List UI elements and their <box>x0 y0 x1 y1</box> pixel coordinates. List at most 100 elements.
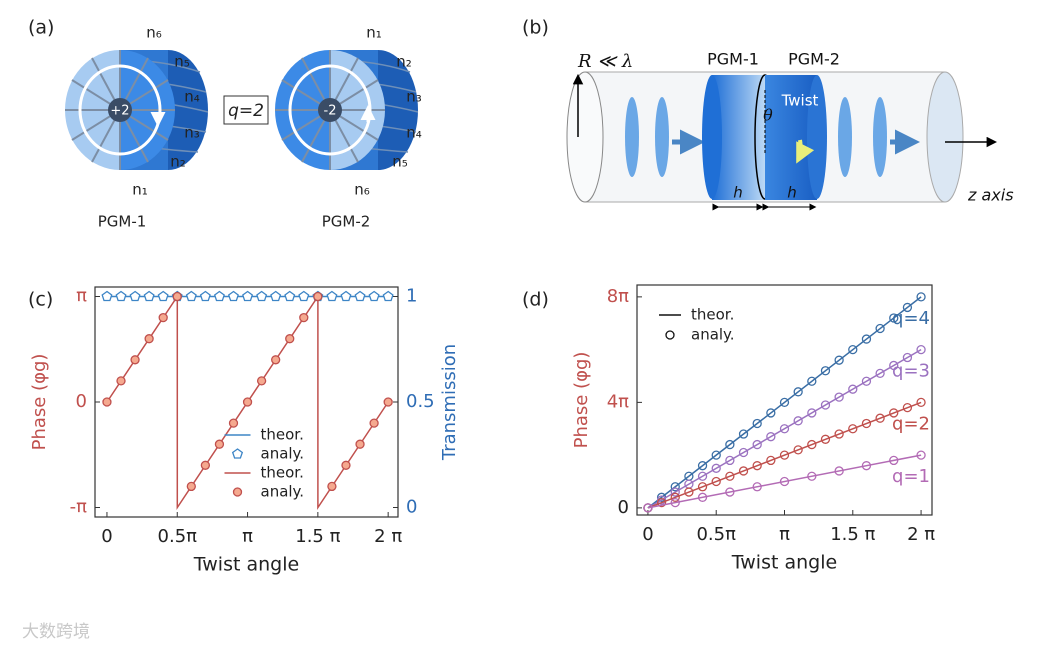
thickness-label: h <box>733 184 743 202</box>
marker <box>793 445 803 455</box>
index-label: n₂ <box>396 53 412 71</box>
marker <box>752 418 762 429</box>
theory-line <box>647 454 922 509</box>
index-label: n₃ <box>406 88 422 106</box>
waveguide <box>566 71 998 211</box>
index-label: n₅ <box>174 53 190 71</box>
index-label: n₁ <box>366 24 382 42</box>
marker <box>172 291 182 302</box>
marker <box>711 463 721 473</box>
charge: -2 <box>324 104 337 119</box>
marker <box>848 424 858 434</box>
marker <box>382 290 394 302</box>
marker <box>725 487 735 497</box>
marker <box>684 487 694 497</box>
chart: 0 0.5π π 1.5 π 2 π -π 0 π 0 0.5 1 Twist angle Phase … <box>29 285 460 575</box>
marker <box>299 312 309 323</box>
marker <box>766 455 776 466</box>
index-label: n₆ <box>146 24 162 42</box>
marker <box>916 450 926 460</box>
marker <box>271 355 281 365</box>
y-tick-label: 8π <box>607 286 629 307</box>
legend-label: analy. <box>261 483 305 501</box>
x-tick-label: 2 π <box>374 526 402 547</box>
x-tick-label: 1.5 π <box>295 526 340 547</box>
marker <box>889 313 899 323</box>
charts: 0 0.5π π 1.5 π 2 π -π 0 π 0 0.5 1 Twist angle Phase … <box>29 284 935 576</box>
series-label: q=4 <box>892 308 930 329</box>
marker <box>697 461 708 471</box>
series-label: q=1 <box>892 466 930 487</box>
marker <box>738 429 749 439</box>
marker <box>284 290 296 302</box>
index-label: n₆ <box>354 181 370 199</box>
pgm-label: PGM-1 <box>98 213 147 231</box>
marker <box>102 397 112 407</box>
legend-label: analy. <box>691 326 735 344</box>
marker <box>711 476 721 487</box>
marker <box>807 376 817 386</box>
marker <box>820 366 831 376</box>
legend-label: analy. <box>261 445 305 463</box>
marker <box>793 387 803 397</box>
y-tick-label: π <box>76 285 87 306</box>
center <box>108 98 132 122</box>
marker <box>143 290 155 302</box>
marker <box>779 397 790 408</box>
watermark: 大数跨境 <box>22 622 90 642</box>
marker <box>766 408 776 418</box>
marker <box>779 424 790 434</box>
rotation-circle <box>78 64 162 156</box>
twist-arrow <box>796 139 815 164</box>
marker <box>725 439 735 450</box>
marker <box>752 482 762 492</box>
marker <box>807 408 817 418</box>
marker <box>738 447 749 458</box>
marker <box>725 455 735 466</box>
marker <box>116 376 126 386</box>
index-label: n₄ <box>406 124 422 142</box>
pgm-label: PGM-1 <box>707 50 759 69</box>
marker <box>889 455 899 466</box>
marker <box>340 290 352 302</box>
marker <box>848 344 858 355</box>
marker <box>834 392 844 402</box>
marker <box>834 466 844 476</box>
marker <box>738 466 749 476</box>
panel-label: (a) <box>28 17 54 39</box>
marker <box>779 476 790 487</box>
marker <box>670 497 680 508</box>
marker <box>848 384 858 394</box>
y-tick-label: -π <box>70 497 87 518</box>
marker <box>213 290 225 302</box>
marker <box>313 291 323 302</box>
cylinder-end <box>926 71 964 203</box>
pgm-label: PGM-2 <box>322 213 371 231</box>
marker <box>697 482 708 492</box>
marker <box>807 471 817 481</box>
marker <box>834 429 844 439</box>
marker <box>228 418 239 428</box>
pgm2-face <box>807 75 827 199</box>
marker <box>766 432 776 442</box>
marker <box>185 290 197 302</box>
series-label: q=3 <box>892 361 930 382</box>
plot-frame <box>636 284 933 516</box>
x-axis-label: Twist angle <box>193 554 299 576</box>
radius-label: R ≪ λ <box>577 51 633 72</box>
marker <box>298 290 310 302</box>
center <box>318 98 342 122</box>
pgm2-disc: -2 <box>275 50 419 170</box>
marker <box>327 481 337 492</box>
index-label: n₅ <box>392 153 408 171</box>
marker <box>875 323 885 334</box>
legend-marker <box>232 487 243 497</box>
marker <box>875 413 885 423</box>
marker <box>697 471 708 481</box>
marker <box>242 397 253 407</box>
wavefront <box>625 97 639 177</box>
y2-tick-label: 0 <box>406 497 417 518</box>
marker <box>101 290 113 302</box>
marker <box>656 495 667 505</box>
